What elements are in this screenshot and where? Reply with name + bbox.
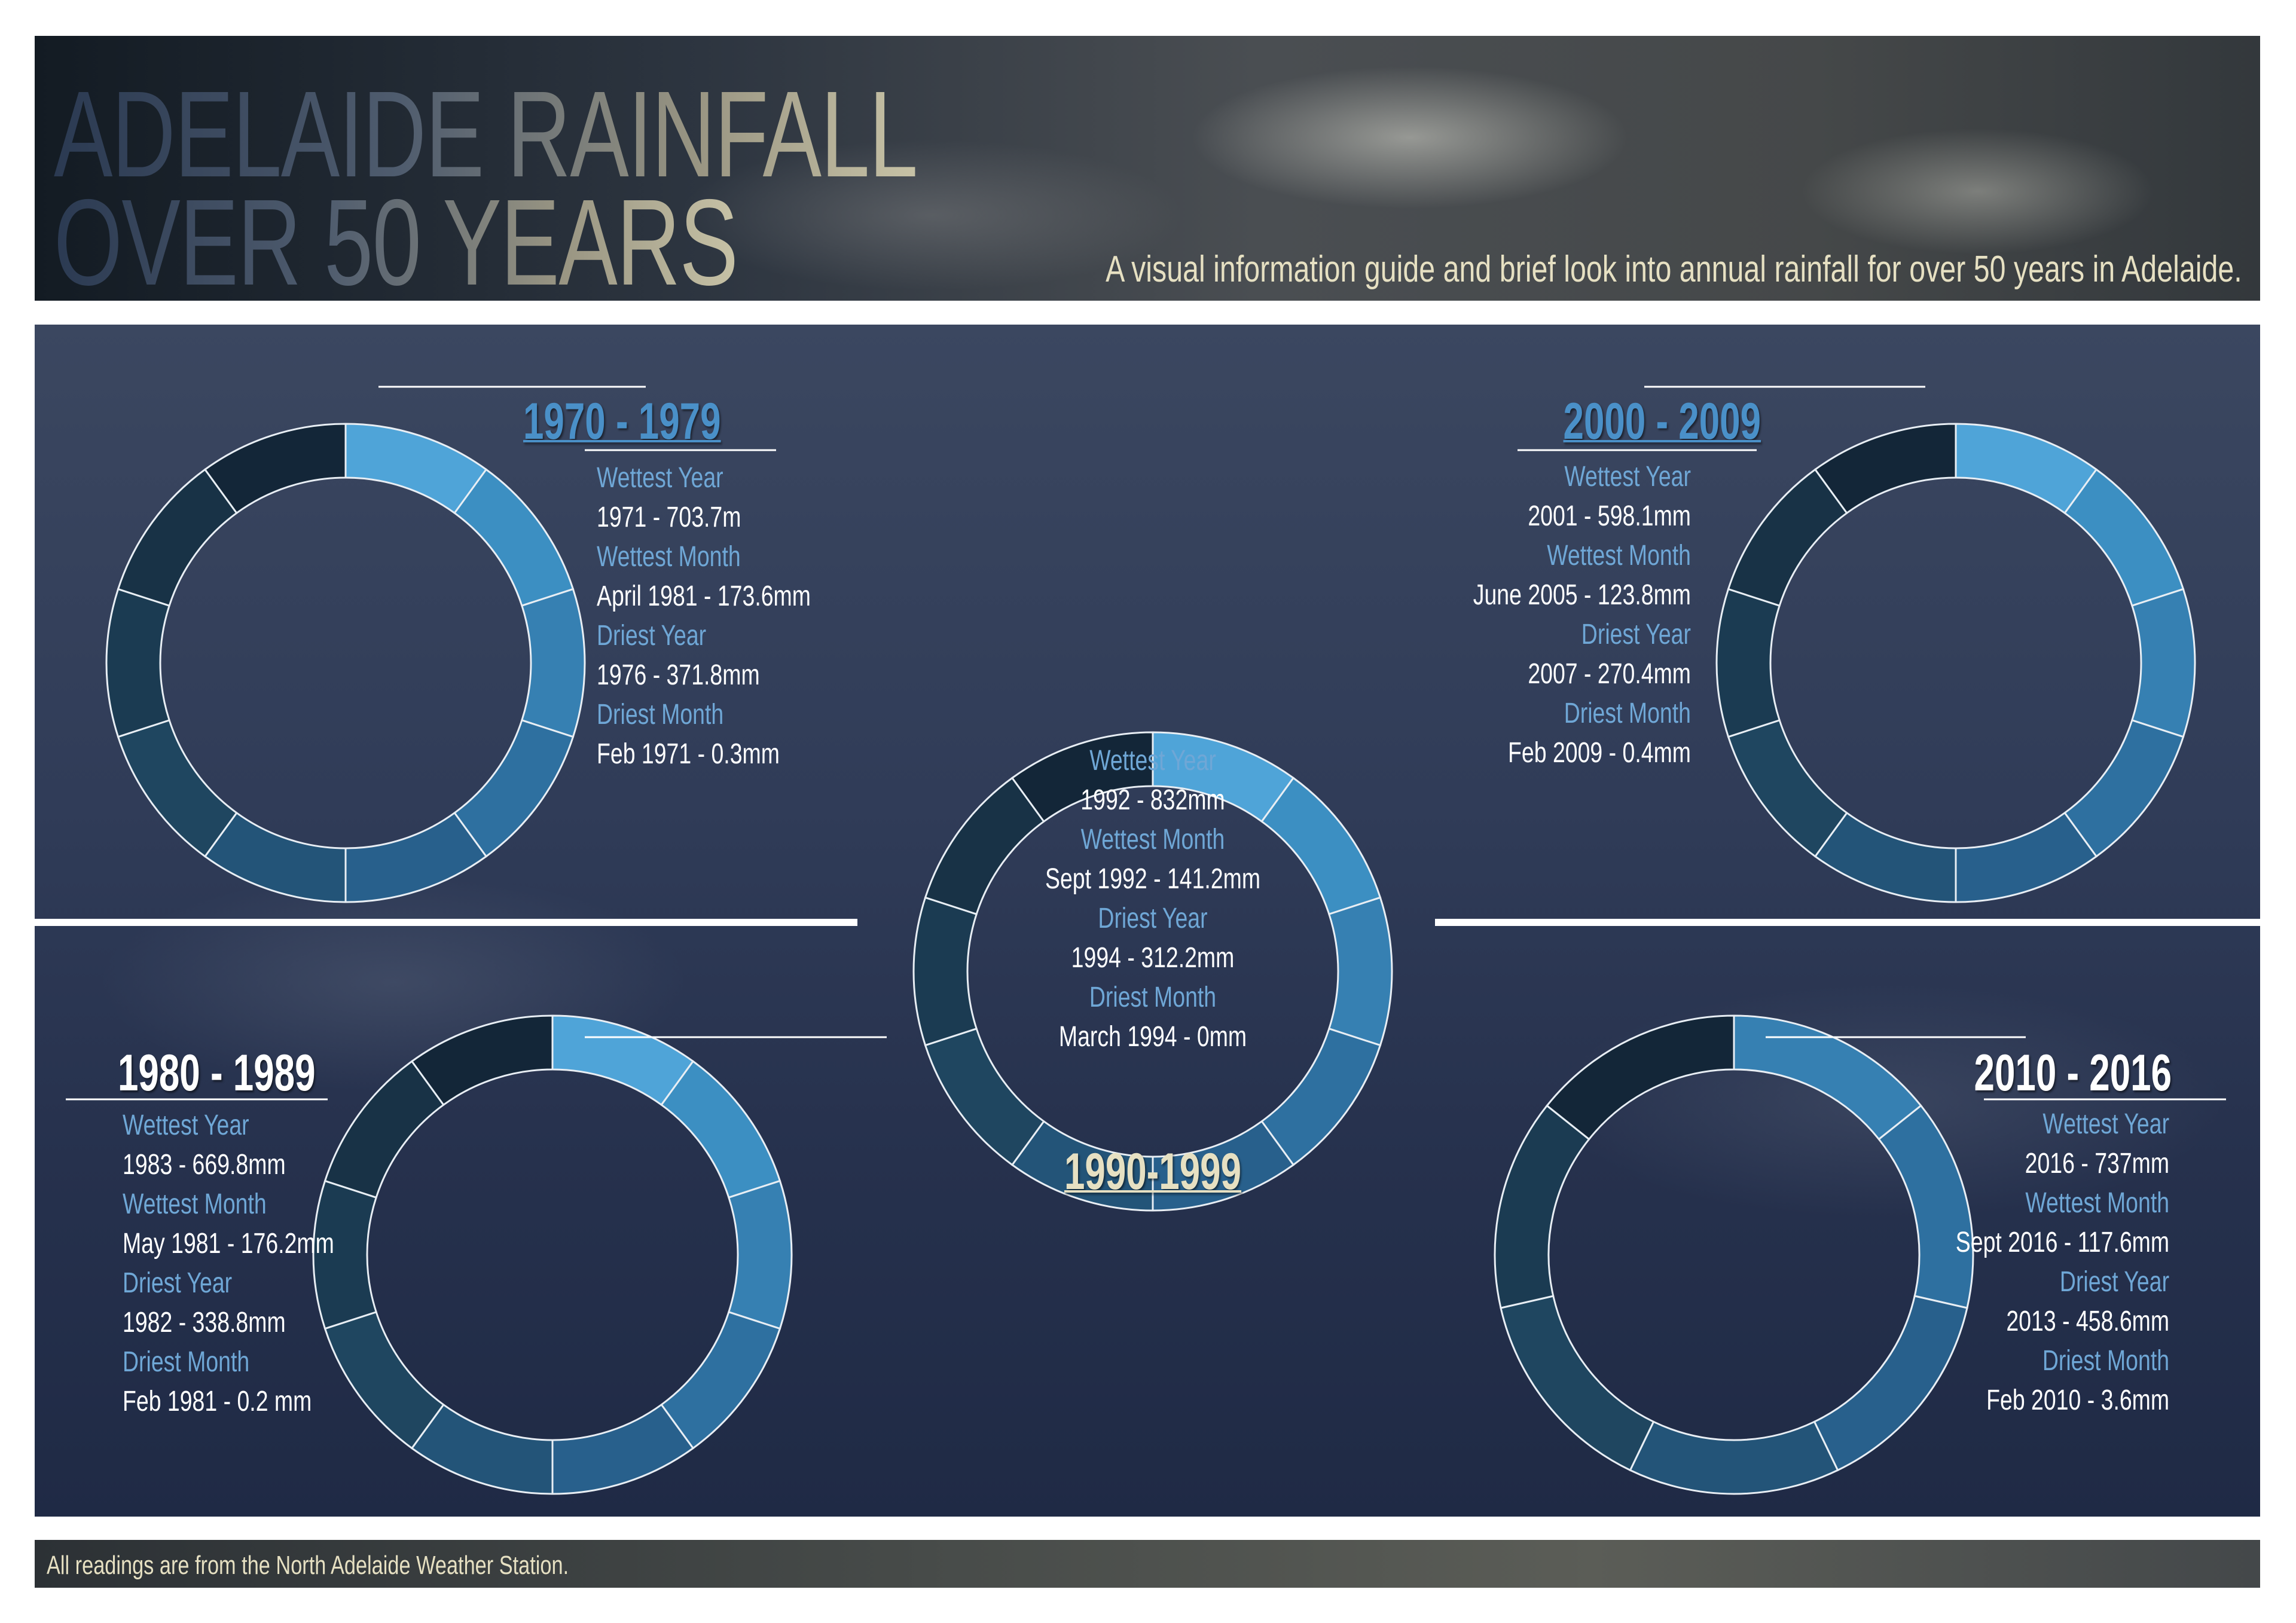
stat-value: Sept 2016 - 117.6mm (1955, 1227, 2169, 1258)
stat-value: June 2005 - 123.8mm (1473, 579, 1691, 611)
stat-label: Wettest Year (123, 1109, 249, 1141)
page-title-line-2: OVER 50 YEARS (54, 174, 738, 311)
stat-label: Wettest Year (2042, 1108, 2169, 1140)
stat-label: Wettest Month (123, 1188, 267, 1220)
stat-value: 1976 - 371.8mm (597, 659, 760, 691)
stat-value: 1971 - 703.7m (597, 502, 741, 533)
stat-label: Wettest Year (1564, 461, 1691, 493)
donut-segment (1494, 1104, 1590, 1309)
donut-charts (66, 386, 2226, 1495)
donut-segment (2130, 588, 2196, 738)
donut-segment (1733, 1014, 1922, 1141)
period-title-2000s: 2000 - 2009 (1563, 393, 1761, 450)
stat-label: Wettest Year (597, 462, 723, 494)
footer-banner: All readings are from the North Adelaide… (35, 1540, 2260, 1588)
donut-segment (551, 1403, 695, 1495)
stat-label: Wettest Month (1547, 540, 1691, 571)
stat-value: March 1994 - 0mm (1058, 1021, 1247, 1053)
donut-segment (1500, 1295, 1655, 1472)
stat-label: Driest Year (597, 620, 707, 652)
stat-value: Feb 1981 - 0.2 mm (123, 1386, 312, 1417)
period-title-2010s: 2010 - 2016 (1974, 1044, 2172, 1102)
stat-label: Driest Year (1098, 903, 1208, 934)
donut-chart-3 (1715, 423, 2196, 903)
stat-value: Feb 1971 - 0.3mm (597, 738, 780, 770)
donut-segment (1715, 588, 1781, 738)
donut-segment (727, 1179, 793, 1330)
page-subtitle: A visual information guide and brief loo… (1106, 249, 2242, 290)
donut-segment (1546, 1014, 1735, 1141)
stat-value: 1983 - 669.8mm (123, 1149, 286, 1181)
donut-segment (1813, 423, 1957, 515)
stat-label: Driest Year (1581, 619, 1691, 650)
stat-value: April 1981 - 173.6mm (597, 580, 811, 612)
stat-value: Feb 2010 - 3.6mm (1986, 1384, 2169, 1416)
donut-segment (520, 588, 586, 738)
stat-label: Driest Month (2042, 1345, 2169, 1377)
donut-segment (1010, 731, 1154, 823)
stat-value: 1992 - 832mm (1080, 784, 1225, 816)
donut-segment (117, 719, 238, 858)
stat-value: 2016 - 737mm (2025, 1148, 2169, 1179)
stat-label: Wettest Month (2025, 1187, 2169, 1219)
stats-1980s: Wettest Year 1983 - 669.8mm Wettest Mont… (123, 1106, 394, 1422)
donut-segment (105, 588, 171, 738)
donut-segment (2063, 468, 2185, 607)
donut-segment (203, 423, 347, 515)
donut-segment (1727, 719, 1848, 858)
page-title-line-1: ADELAIDE RAINFALL (54, 66, 918, 203)
donut-chart-1 (312, 1014, 793, 1495)
stat-value: Sept 1992 - 141.2mm (1045, 863, 1261, 895)
donut-segment (1629, 1420, 1839, 1495)
stat-value: May 1981 - 176.2mm (123, 1228, 334, 1260)
period-title-1970s: 1970 - 1979 (523, 393, 721, 450)
stat-label: Wettest Year (1089, 745, 1216, 777)
stat-label: Driest Year (123, 1267, 233, 1299)
stat-value: 2013 - 458.6mm (2006, 1306, 2169, 1337)
stat-value: Feb 2009 - 0.4mm (1508, 737, 1691, 769)
stat-value: 1982 - 338.8mm (123, 1307, 286, 1338)
header-banner: ADELAIDE RAINFALL OVER 50 YEARS A visual… (35, 36, 2260, 311)
donut-segment (453, 468, 575, 607)
stats-1990s: Wettest Year 1992 - 832mm Wettest Month … (944, 741, 1362, 1057)
stat-label: Driest Month (1089, 982, 1217, 1013)
stat-label: Driest Month (597, 699, 724, 730)
stat-label: Driest Year (2059, 1266, 2169, 1298)
stat-label: Wettest Month (597, 541, 741, 573)
footer-note: All readings are from the North Adelaide… (47, 1551, 569, 1580)
stat-value: 1994 - 312.2mm (1071, 942, 1235, 974)
stat-label: Driest Month (1564, 698, 1691, 729)
period-title-1990s: 1990-1999 (1064, 1143, 1242, 1200)
stats-2010s: Wettest Year 2016 - 737mm Wettest Month … (1895, 1105, 2169, 1420)
period-title-1980s: 1980 - 1989 (118, 1044, 316, 1102)
stat-label: Wettest Month (1080, 824, 1225, 855)
stats-1970s: Wettest Year 1971 - 703.7m Wettest Month… (597, 459, 871, 774)
donut-segment (1955, 811, 2098, 903)
donut-segment (344, 811, 488, 903)
stat-value: 2007 - 270.4mm (1528, 658, 1691, 690)
divider-left (35, 919, 857, 926)
stat-value: 2001 - 598.1mm (1528, 500, 1691, 532)
divider-right (1435, 919, 2260, 926)
donut-segment (410, 1014, 554, 1107)
donut-chart-0 (105, 423, 586, 903)
stats-2000s: Wettest Year 2001 - 598.1mm Wettest Mont… (1412, 457, 1691, 773)
stat-label: Driest Month (123, 1346, 250, 1378)
donut-chart-4 (1494, 1014, 1974, 1495)
donut-chart-2 (912, 731, 1393, 1212)
donut-segment (660, 1060, 781, 1199)
